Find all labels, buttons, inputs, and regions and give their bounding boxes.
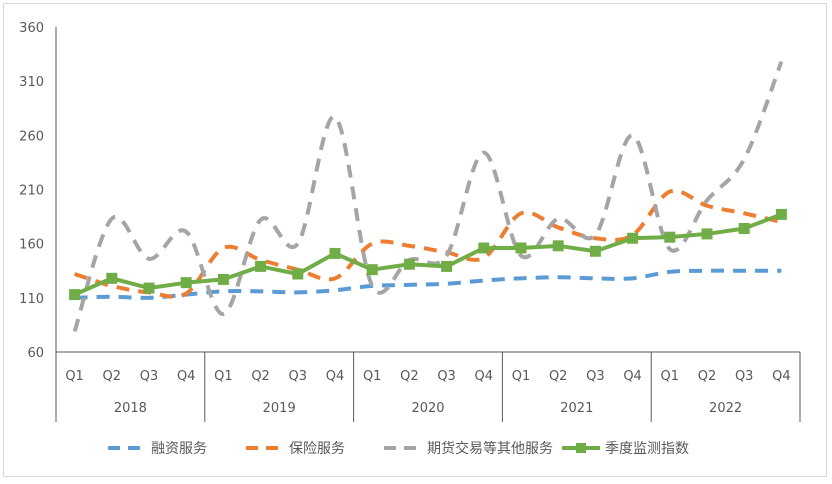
- legend-label: 季度监测指数: [605, 441, 689, 457]
- series-marker: [478, 242, 490, 254]
- y-tick-label: 260: [19, 129, 44, 144]
- series-line-4: [73, 212, 783, 297]
- legend-label: 期货交易等其他服务: [427, 440, 553, 457]
- series-line-3: [72, 60, 784, 333]
- series-marker: [292, 268, 304, 280]
- y-tick-label: 210: [19, 184, 44, 199]
- y-tick-label: 110: [19, 292, 44, 307]
- x-tick-label: Q2: [698, 369, 717, 384]
- series-marker: [217, 273, 229, 285]
- series-marker: [180, 277, 192, 289]
- x-tick-label: Q3: [289, 369, 308, 384]
- series-marker: [701, 228, 713, 240]
- x-tick-label: Q1: [661, 369, 680, 384]
- y-tick-label: 60: [27, 346, 44, 361]
- x-tick-label: Q3: [586, 369, 605, 384]
- x-tick-label: Q4: [475, 369, 494, 384]
- x-year-label: 2019: [263, 401, 296, 416]
- x-tick-label: Q2: [400, 369, 419, 384]
- legend: 融资服务 保险服务 期货交易等其他服务 季度监测指数: [108, 440, 689, 457]
- y-axis: 360 310 260 210 160 110 60: [19, 21, 57, 361]
- series-marker: [664, 231, 676, 243]
- series-marker: [69, 289, 81, 301]
- x-tick-label: Q1: [363, 369, 382, 384]
- series-line-1: [74, 268, 782, 300]
- y-tick-label: 160: [19, 238, 44, 253]
- chart-frame: [3, 3, 827, 477]
- x-tick-label: Q3: [140, 369, 159, 384]
- series-marker: [589, 245, 601, 257]
- series-marker: [738, 223, 750, 234]
- x-tick-label: Q4: [177, 369, 196, 384]
- series-marker: [106, 272, 118, 284]
- y-tick-label: 360: [19, 21, 44, 36]
- x-tick-label: Q1: [214, 369, 233, 384]
- series-marker: [403, 258, 415, 270]
- y-tick-label: 310: [19, 75, 44, 90]
- x-tick-label: Q3: [437, 369, 456, 384]
- x-tick-label: Q1: [512, 369, 531, 384]
- series-marker: [143, 282, 155, 294]
- x-tick-label: Q1: [65, 369, 84, 384]
- series-marker: [515, 242, 527, 254]
- x-tick-label: Q2: [103, 369, 122, 384]
- plot-series: [69, 60, 787, 333]
- legend-marker: [576, 443, 586, 453]
- x-tick-label: Q3: [735, 369, 754, 384]
- x-year-label: 2018: [114, 401, 147, 416]
- x-tick-label: Q4: [623, 369, 642, 384]
- series-marker: [775, 208, 787, 220]
- series-line-2: [73, 188, 782, 299]
- series-marker: [627, 232, 639, 244]
- legend-label: 融资服务: [151, 441, 207, 457]
- series-marker: [329, 247, 341, 259]
- x-year-label: 2022: [709, 401, 742, 416]
- x-tick-label: Q2: [251, 369, 270, 384]
- legend-label: 保险服务: [289, 441, 345, 457]
- series-marker: [366, 264, 378, 276]
- x-year-label: 2020: [411, 401, 444, 416]
- series-marker: [255, 260, 267, 272]
- series-marker: [441, 260, 453, 272]
- x-year-label: 2021: [560, 401, 593, 416]
- x-tick-label: Q4: [772, 369, 791, 384]
- x-tick-label: Q2: [549, 369, 568, 384]
- x-axis: Q1 Q2 Q3 Q4 Q1 Q2 Q3 Q4 Q1 Q2 Q3 Q4 Q1 Q2 Q3 Q4 Q1 Q2 Q3 Q4…: [55, 351, 801, 422]
- x-tick-label: Q4: [326, 369, 345, 384]
- series-marker: [552, 240, 564, 252]
